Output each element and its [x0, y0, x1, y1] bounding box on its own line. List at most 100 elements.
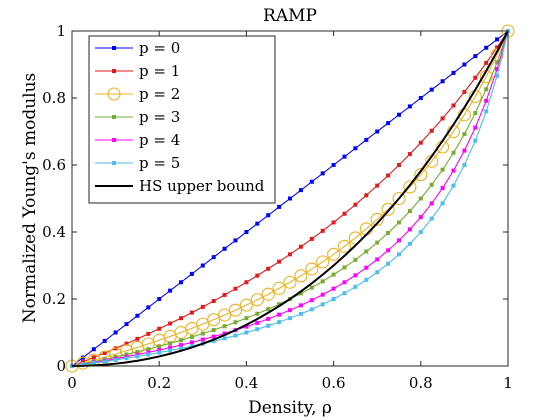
data-point [342, 291, 347, 296]
data-point [397, 112, 401, 117]
data-point [266, 266, 271, 271]
data-point [298, 303, 303, 308]
legend-label: p = 1 [139, 62, 180, 80]
data-point [331, 163, 336, 167]
data-point [255, 320, 260, 325]
data-point [407, 104, 412, 109]
legend-entry: p = 0 [95, 39, 180, 57]
data-point [407, 209, 412, 213]
data-point [266, 307, 271, 312]
y-axis-label: Normalized Young's modulus [20, 73, 40, 324]
data-point [200, 337, 205, 342]
legend-entry: p = 1 [95, 62, 180, 80]
data-point [244, 230, 249, 234]
data-point [255, 273, 260, 278]
data-point [211, 255, 216, 260]
x-tick-label: 0 [67, 374, 77, 392]
data-point [418, 140, 423, 145]
data-point [298, 311, 303, 316]
data-point [364, 249, 369, 254]
data-point [484, 60, 489, 65]
data-point [451, 103, 456, 108]
data-point [113, 330, 118, 335]
data-point [179, 338, 183, 343]
series-6 [71, 30, 509, 367]
data-point [473, 111, 478, 116]
data-point [135, 336, 140, 341]
legend-label: HS upper bound [139, 177, 265, 195]
data-point [211, 299, 216, 303]
data-point [418, 230, 423, 234]
data-point [397, 252, 401, 257]
data-point [189, 340, 194, 345]
data-point [157, 326, 162, 331]
data-point [124, 341, 129, 346]
data-point [288, 316, 292, 321]
data-point [462, 89, 467, 94]
data-point [233, 333, 238, 338]
data-point [473, 125, 478, 130]
axes-box [71, 30, 509, 367]
legend-swatch-marker [112, 46, 116, 50]
data-point [386, 173, 391, 178]
data-point [429, 182, 434, 187]
legend-entry: p = 4 [95, 131, 180, 149]
legend-swatch-marker [112, 69, 116, 73]
data-point [277, 312, 282, 317]
data-point [222, 324, 227, 329]
data-point [473, 75, 478, 80]
legend-label: p = 5 [139, 154, 180, 172]
data-point [462, 62, 467, 67]
data-point [429, 216, 434, 221]
legend-swatch-marker [112, 161, 116, 165]
y-tick-label: 0.4 [42, 223, 66, 241]
data-point [484, 98, 489, 103]
data-point [124, 352, 129, 357]
data-point [342, 154, 347, 159]
data-point [228, 303, 243, 317]
data-point [157, 350, 162, 355]
data-point [331, 272, 336, 277]
data-point [255, 311, 260, 316]
data-point [207, 313, 221, 327]
data-point [222, 336, 227, 341]
data-point [320, 302, 325, 307]
data-point [353, 146, 358, 151]
data-point [298, 291, 303, 296]
data-point [277, 302, 282, 307]
data-point [309, 307, 314, 312]
data-point [320, 292, 325, 297]
data-point [233, 320, 238, 325]
data-point [381, 202, 395, 216]
data-point [440, 186, 445, 191]
data-point [179, 280, 183, 285]
data-point [353, 202, 358, 207]
x-axis-label: Density, ρ [248, 398, 332, 418]
data-point [261, 287, 275, 301]
data-point [272, 281, 286, 295]
data-point [320, 228, 325, 233]
data-point [375, 129, 380, 134]
data-point [495, 67, 500, 72]
data-point [239, 298, 253, 312]
data-point [364, 277, 369, 282]
y-tick-label: 0 [56, 357, 66, 375]
series-0 [70, 29, 510, 368]
data-point [375, 240, 380, 245]
data-point [418, 215, 423, 220]
data-point [495, 60, 500, 65]
y-tick-label: 0.6 [42, 156, 66, 174]
axes: 0 0.2 0.4 0.6 0.8 1 0 0.2 0.4 0.6 0.8 1 [42, 22, 513, 392]
data-point [353, 273, 358, 278]
legend-swatch-marker [112, 138, 116, 142]
data-point [331, 297, 336, 301]
data-point [309, 285, 314, 290]
data-point [102, 359, 107, 364]
data-point [168, 288, 173, 293]
data-point [397, 220, 401, 225]
data-point [288, 308, 292, 313]
data-point [157, 297, 162, 301]
legend-label: p = 4 [139, 131, 180, 149]
data-point [305, 262, 319, 276]
data-point [392, 191, 406, 206]
